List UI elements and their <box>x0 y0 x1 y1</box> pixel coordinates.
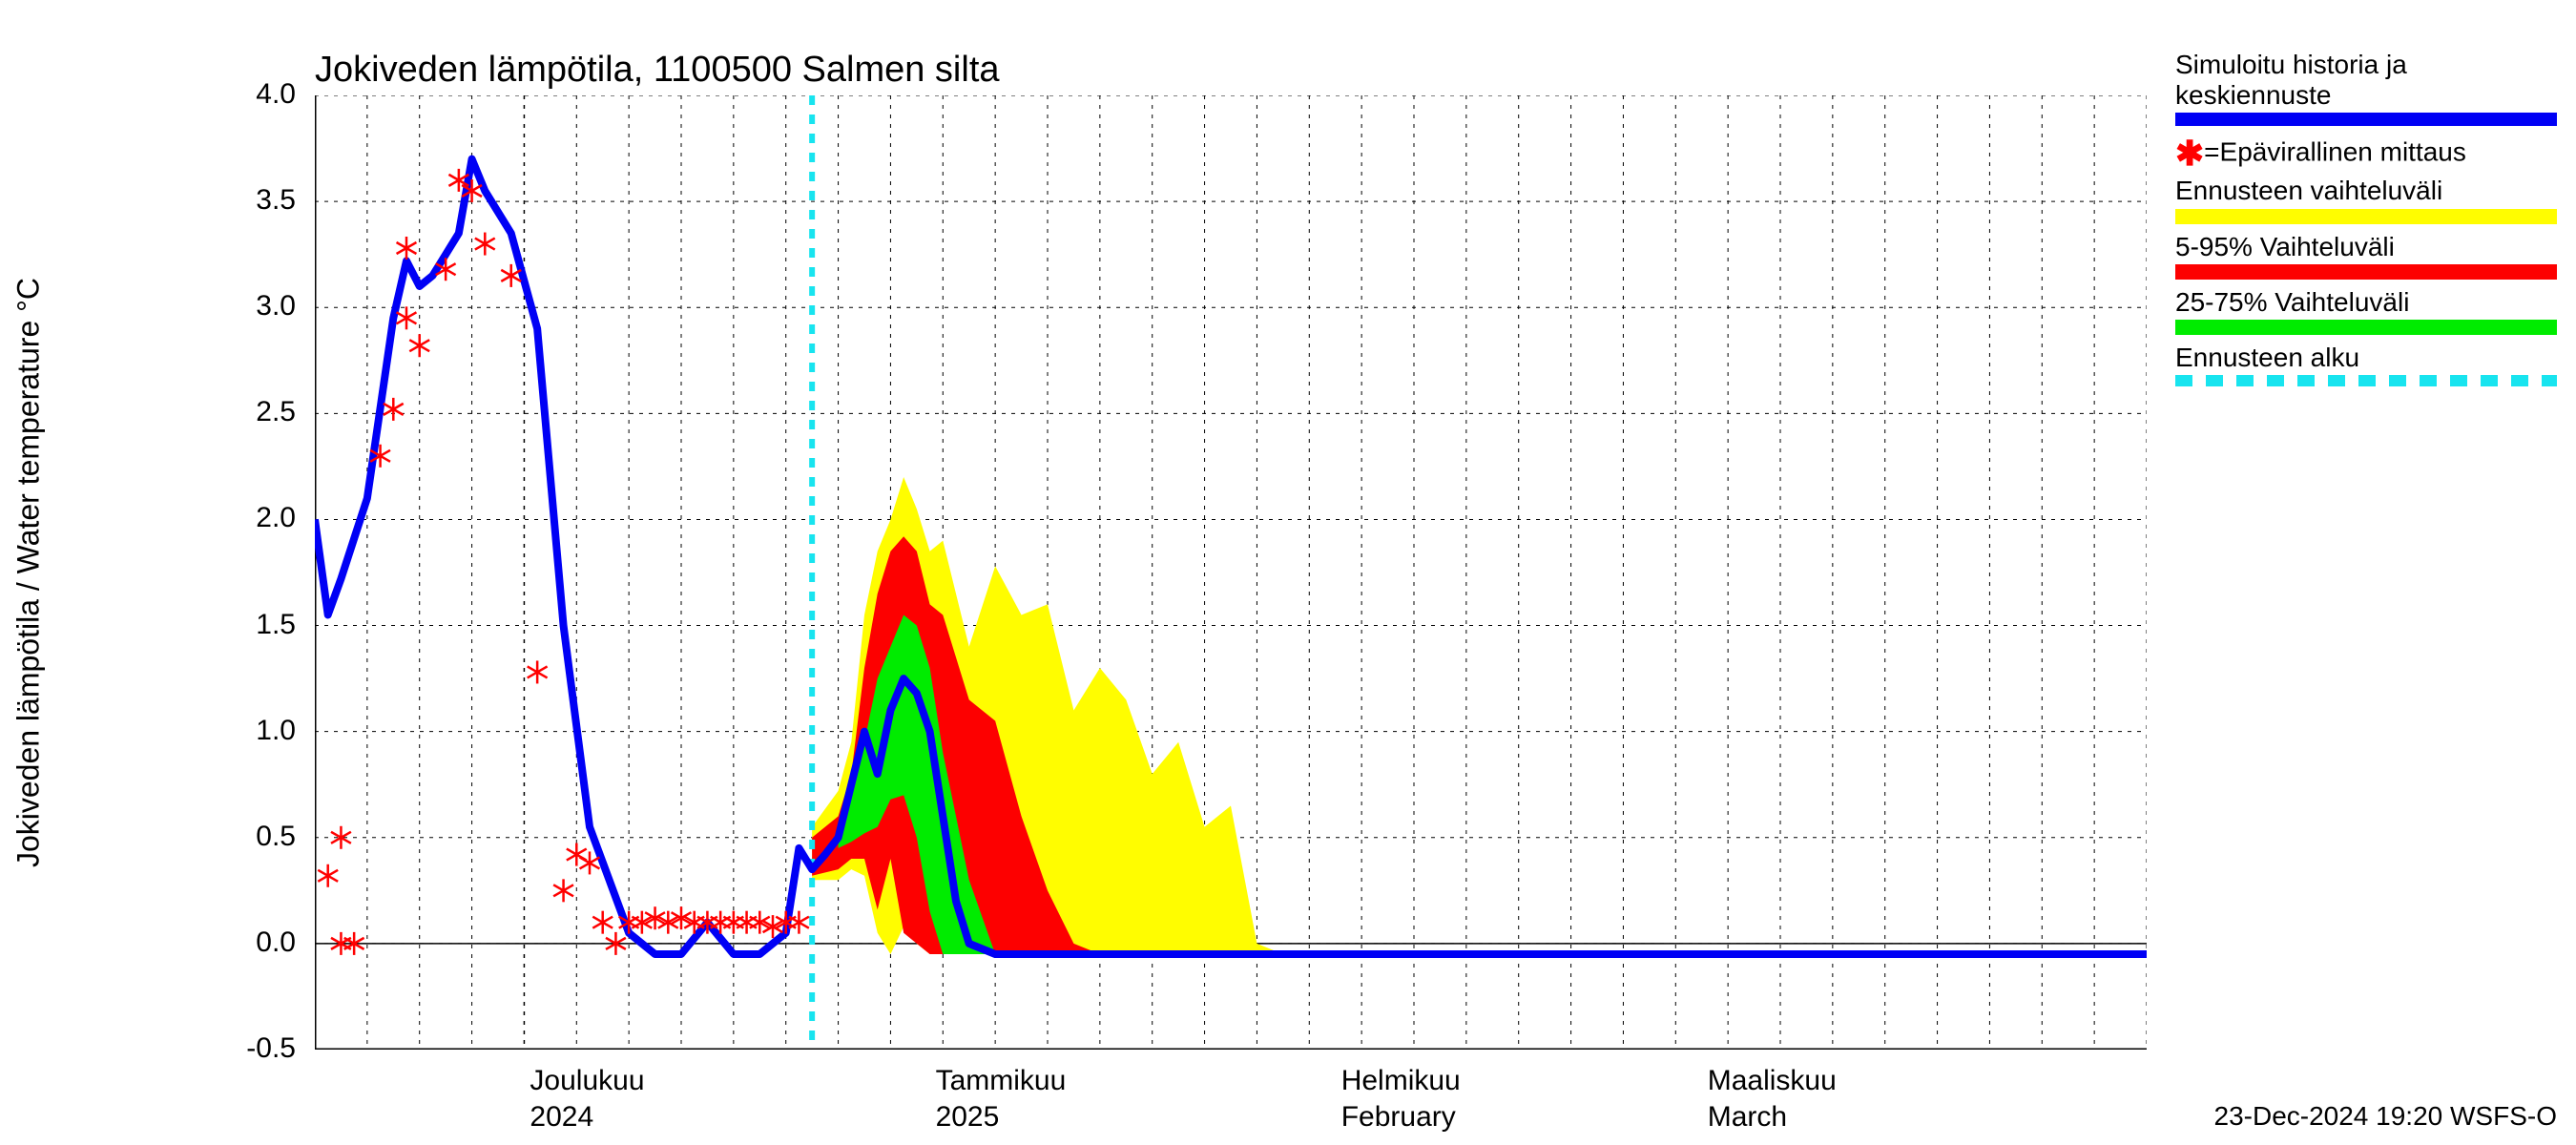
legend-item: Ennusteen vaihteluväli <box>2175 176 2557 223</box>
ytick-label: 3.0 <box>200 290 296 323</box>
chart-title: Jokiveden lämpötila, 1100500 Salmen silt… <box>315 50 1000 91</box>
plot-svg <box>315 95 2147 1050</box>
ytick-label: -0.5 <box>200 1032 296 1065</box>
ytick-label: 1.0 <box>200 715 296 747</box>
legend-item: ✱=Epävirallinen mittaus <box>2175 134 2557 174</box>
xtick-label: MaaliskuuMarch <box>1708 1063 1837 1135</box>
xtick-label: HelmikuuFebruary <box>1341 1063 1461 1135</box>
ytick-label: 4.0 <box>200 78 296 111</box>
plot-area <box>315 95 2147 1050</box>
legend-item: 25-75% Vaihteluväli <box>2175 287 2557 335</box>
xtick-label: Joulukuu2024 <box>530 1063 644 1135</box>
ytick-label: 0.0 <box>200 926 296 959</box>
legend-item: 5-95% Vaihteluväli <box>2175 232 2557 280</box>
legend-item: Ennusteen alku <box>2175 343 2557 388</box>
ytick-label: 2.5 <box>200 396 296 428</box>
y-axis-label: Jokiveden lämpötila / Water temperature … <box>11 278 47 867</box>
ytick-label: 0.5 <box>200 821 296 853</box>
ytick-label: 2.0 <box>200 502 296 534</box>
chart-container: Jokiveden lämpötila / Water temperature … <box>0 0 2576 1145</box>
ytick-label: 1.5 <box>200 609 296 641</box>
ytick-label: 3.5 <box>200 184 296 217</box>
legend-item: Simuloitu historia jakeskiennuste <box>2175 50 2557 126</box>
attribution-label: 23-Dec-2024 19:20 WSFS-O <box>2214 1101 2558 1132</box>
legend: Simuloitu historia jakeskiennuste ✱=Epävi… <box>2175 50 2557 390</box>
xtick-label: Tammikuu2025 <box>936 1063 1067 1135</box>
